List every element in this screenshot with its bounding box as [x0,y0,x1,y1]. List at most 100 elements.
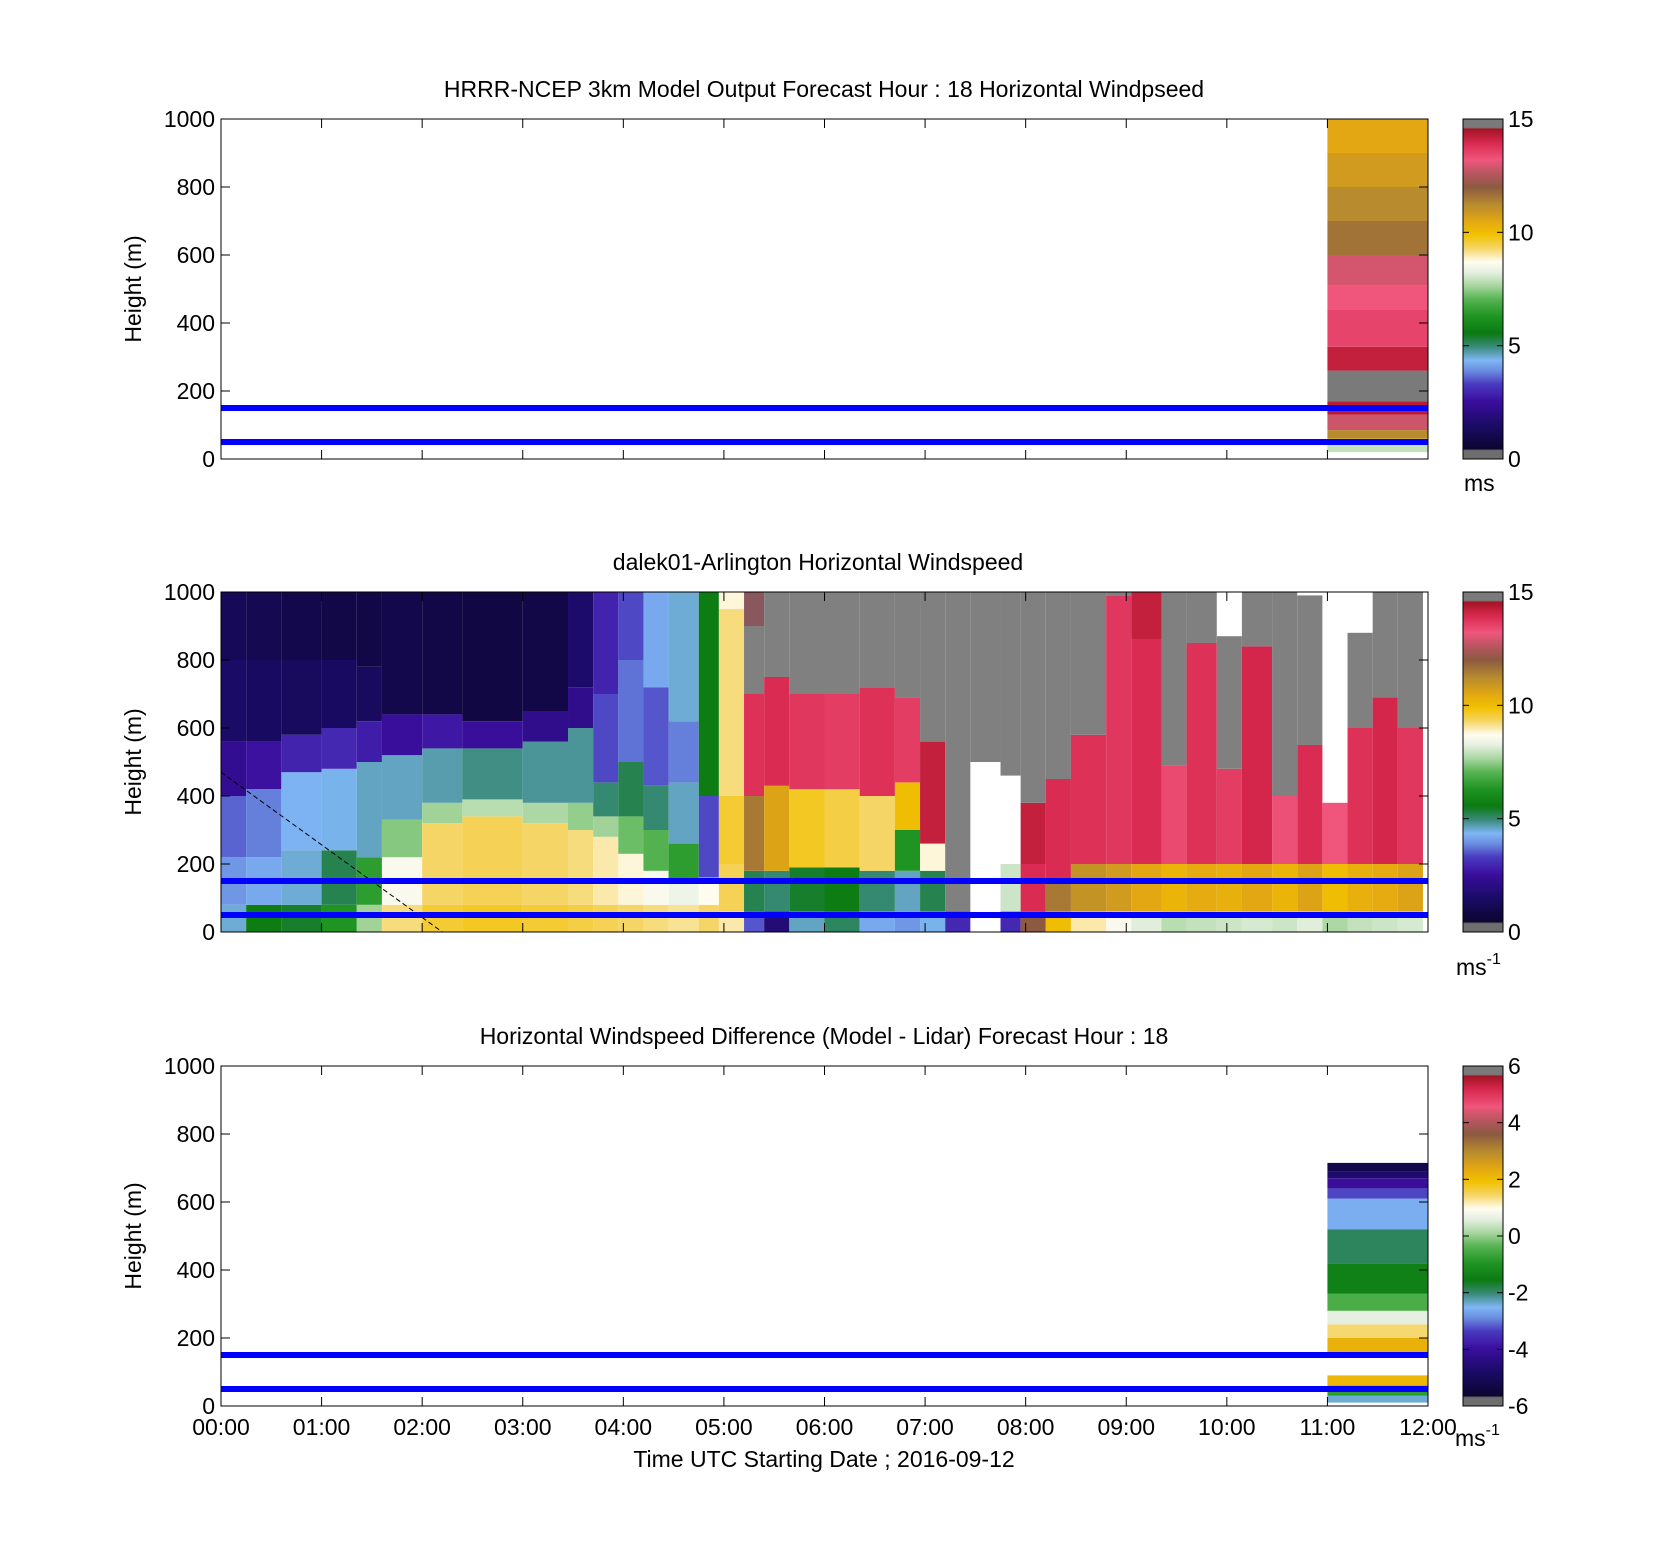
heatmap-cell [1347,728,1373,864]
heatmap-cell [1327,309,1428,347]
heatmap-cell [764,785,790,871]
colorbar-tick-label: -6 [1508,1393,1528,1419]
model-colorbar-unit: ms [1464,470,1495,496]
difference-colorbar-unit-superscript: -1 [1486,1422,1500,1439]
heatmap-cell [668,881,699,905]
heatmap-cell [281,904,322,932]
heatmap-cell [1327,1324,1428,1338]
heatmap-cell [221,904,247,932]
heatmap-cell [356,762,382,858]
model-reference-lines [221,405,1428,445]
heatmap-cell [618,762,644,817]
lidar-x-ticks [220,592,1429,932]
colorbar-tick-label: 2 [1508,1166,1521,1192]
heatmap-cell [698,877,719,905]
heatmap-cell [859,687,895,796]
heatmap-cell [1045,592,1071,779]
heatmap-cell [281,660,322,735]
heatmap-cell [1327,1171,1428,1179]
colorbar-tick-label: 4 [1508,1110,1521,1136]
heatmap-cell [1297,595,1323,745]
heatmap-cell [824,694,860,790]
y-tick-label: 800 [177,647,215,673]
heatmap-cell [1397,864,1423,912]
heatmap-cell [356,721,382,762]
heatmap-cell [321,768,357,851]
heatmap-cell [894,870,921,912]
heatmap-cell [1327,346,1428,371]
heatmap-cell [1070,592,1107,735]
heatmap-cell [1327,430,1428,439]
lidar-colorbar-unit: ms-1 [1456,951,1501,980]
heatmap-cell [859,796,895,871]
heatmap-cell [1327,1338,1428,1355]
heatmap-cell [321,592,357,660]
y-tick-label: 1000 [164,106,215,132]
heatmap-cell [1372,697,1398,864]
heatmap-cell [894,782,921,830]
heatmap-cell [1327,1198,1428,1230]
heatmap-cell [643,785,669,830]
heatmap-cell [920,870,946,912]
heatmap-cell [568,687,594,728]
heatmap-cell [1272,592,1298,796]
heatmap-cell [321,728,357,769]
y-tick-label: 800 [177,174,215,200]
model-colorbar: 0 5 10 15 ms [1462,106,1534,496]
heatmap-cell [894,830,921,871]
heatmap-cell [920,843,946,871]
model-colorbar-fill [1462,118,1504,460]
heatmap-cell [1070,864,1107,912]
heatmap-cell [1161,864,1187,912]
difference-reference-lines [221,1352,1428,1392]
heatmap-cell [1327,1293,1428,1311]
x-tick-label: 12:00 [1399,1414,1457,1440]
x-tick-label: 11:00 [1299,1414,1355,1440]
heatmap-cell [1106,864,1132,912]
difference-panel: Horizontal Windspeed Difference (Model -… [120,1023,1529,1472]
heatmap-cell [618,904,644,932]
heatmap-cell [859,592,895,688]
heatmap-cell [668,721,699,783]
heatmap-cell [593,816,619,837]
heatmap-cell [1161,592,1187,766]
heatmap-cell [1186,643,1217,864]
model-chart-title: HRRR-NCEP 3km Model Output Forecast Hour… [444,76,1204,102]
heatmap-cell [281,850,322,905]
heatmap-cell [824,592,860,694]
heatmap-cell [246,741,282,790]
heatmap-cell [1241,864,1273,912]
heatmap-cell [1297,864,1323,912]
x-tick-label: 09:00 [1097,1414,1155,1440]
difference-y-axis-label: Height (m) [120,1182,146,1289]
heatmap-cell [1241,646,1273,864]
heatmap-cell [1327,119,1428,153]
lidar-reference-lines [221,878,1428,918]
x-tick-label: 10:00 [1198,1414,1256,1440]
heatmap-cell [1327,255,1428,286]
heatmap-cell [744,870,765,912]
heatmap-cell [281,734,322,773]
heatmap-cell [643,904,669,932]
x-tick-label: 00:00 [192,1414,250,1440]
difference-plot-area [221,1066,1428,1406]
heatmap-cell [744,796,765,871]
heatmap-cell [1327,1395,1428,1403]
heatmap-cell [321,904,357,932]
heatmap-cell [1322,802,1348,864]
colorbar-tick-label: 5 [1508,806,1521,832]
model-y-ticks: 0 200 400 600 800 1000 [164,106,1428,472]
heatmap-cell [789,592,825,694]
heatmap-cell [1216,636,1242,769]
heatmap-cell [462,816,523,905]
heatmap-cell [522,592,569,711]
y-tick-label: 1000 [164,579,215,605]
heatmap-cell [1327,285,1428,310]
heatmap-cell [668,843,699,881]
heatmap-cell [668,592,699,722]
heatmap-cell [356,904,382,932]
heatmap-cell [764,677,790,786]
model-y-axis-label: Height (m) [120,235,146,342]
heatmap-cell [1347,632,1373,728]
